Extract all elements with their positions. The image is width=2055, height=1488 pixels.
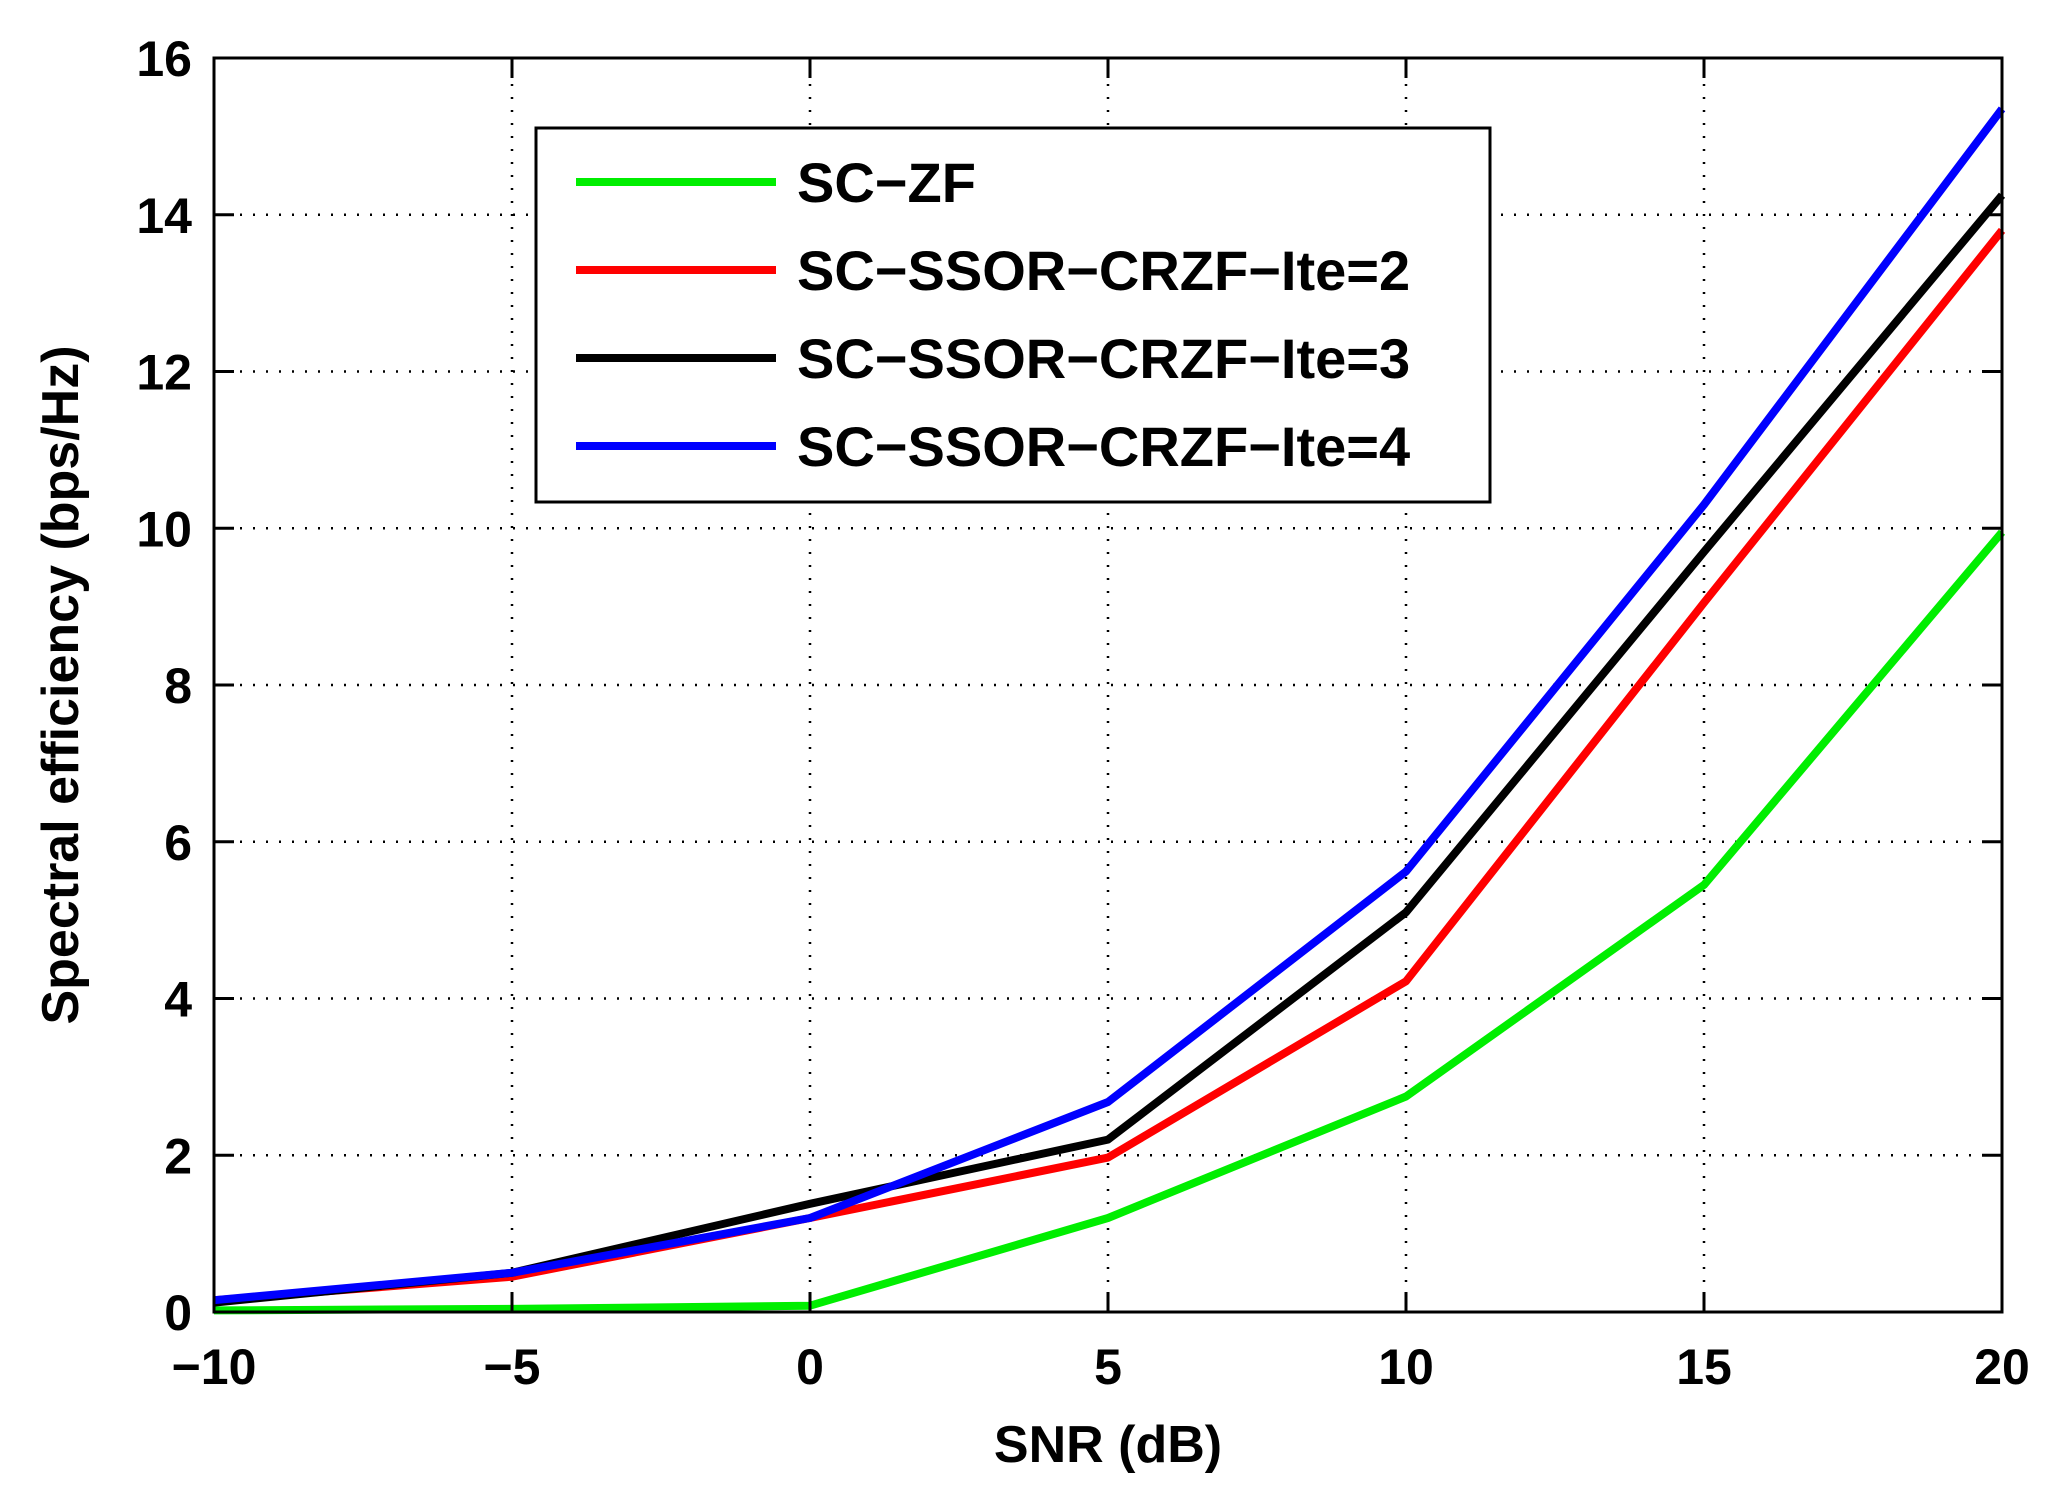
y-tick-label: 0 xyxy=(164,1285,192,1341)
x-tick-label: −5 xyxy=(483,1339,540,1395)
series-line-1 xyxy=(213,529,2006,1315)
legend-label-1: SC−ZF xyxy=(797,151,976,214)
y-tick-label: 10 xyxy=(136,501,192,557)
x-tick-label: −10 xyxy=(172,1339,257,1395)
legend-label-4: SC−SSOR−CRZF−Ite=4 xyxy=(797,415,1410,478)
y-tick-label: 6 xyxy=(164,815,192,871)
y-axis-ticks: 0 2 4 6 8 10 12 14 16 xyxy=(136,31,2002,1341)
series-line-4 xyxy=(213,106,2006,1305)
y-tick-label: 8 xyxy=(164,658,192,714)
x-tick-label: 5 xyxy=(1094,1339,1122,1395)
y-axis-label: Spectral efficiency (bps/Hz) xyxy=(32,345,90,1024)
x-tick-label: 20 xyxy=(1974,1339,2030,1395)
x-tick-label: 15 xyxy=(1676,1339,1732,1395)
y-tick-label: 4 xyxy=(164,972,192,1028)
x-axis-ticks: −10 −5 0 5 10 15 20 xyxy=(172,58,2030,1395)
y-tick-label: 12 xyxy=(136,345,192,401)
x-tick-label: 0 xyxy=(796,1339,824,1395)
legend-box xyxy=(534,126,1492,504)
x-axis-label: SNR (dB) xyxy=(994,1416,1222,1474)
y-tick-label: 14 xyxy=(136,188,192,244)
legend: SC−ZF SC−SSOR−CRZF−Ite=2 SC−SSOR−CRZF−Ite=… xyxy=(534,126,1492,504)
y-tick-label: 16 xyxy=(136,31,192,87)
y-tick-label: 2 xyxy=(164,1128,192,1184)
x-tick-label: 10 xyxy=(1378,1339,1434,1395)
legend-label-3: SC−SSOR−CRZF−Ite=3 xyxy=(797,327,1410,390)
legend-label-2: SC−SSOR−CRZF−Ite=2 xyxy=(797,239,1410,302)
